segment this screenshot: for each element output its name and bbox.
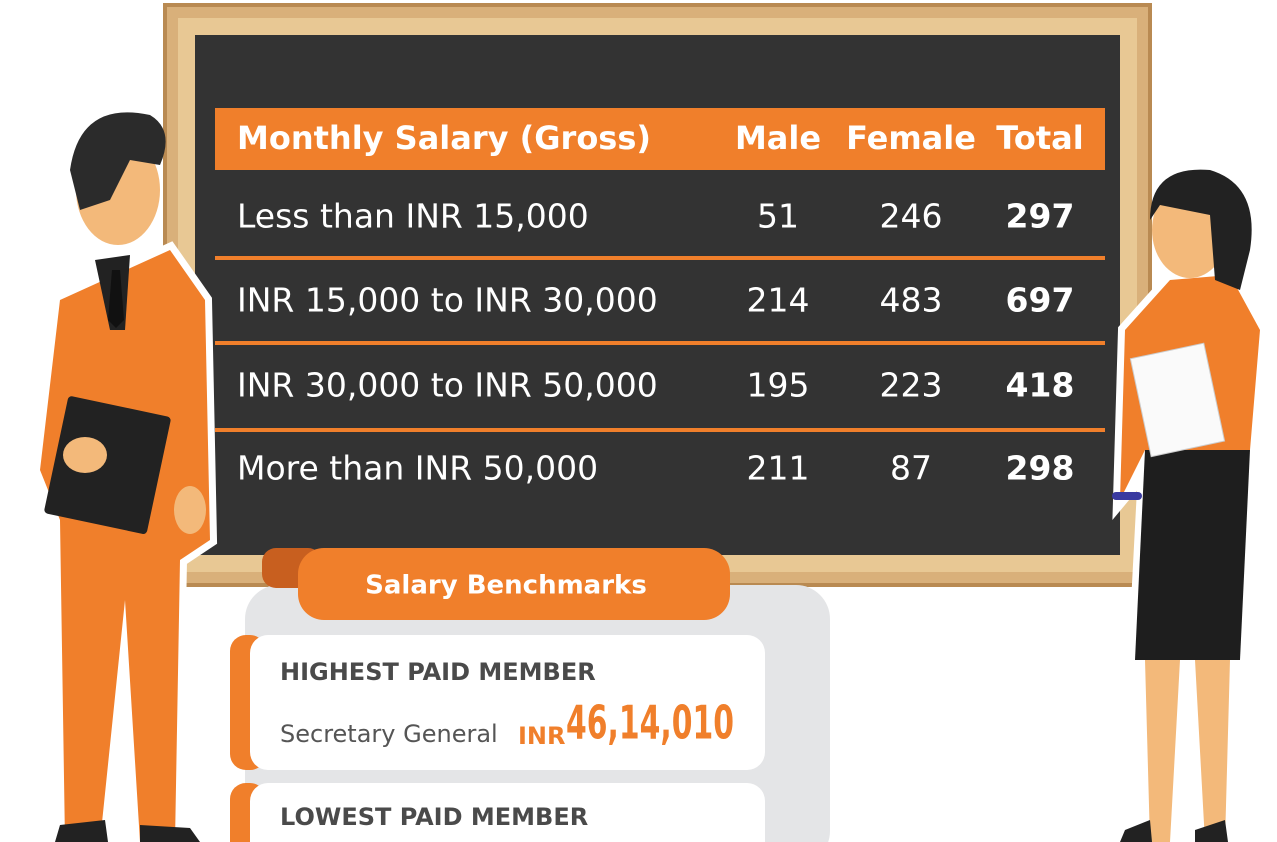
benchmark-label: HIGHEST PAID MEMBER bbox=[280, 658, 596, 686]
infographic: Salary Benchmarks HIGHEST PAID MEMBER Se… bbox=[0, 0, 1277, 842]
table-cell: 246 bbox=[880, 197, 943, 236]
table-cell: 223 bbox=[880, 366, 943, 405]
row-separator bbox=[215, 256, 1105, 260]
row-label: INR 30,000 to INR 50,000 bbox=[237, 366, 658, 405]
row-separator bbox=[215, 428, 1105, 432]
row-label: More than INR 50,000 bbox=[237, 449, 598, 488]
benchmark-label: LOWEST PAID MEMBER bbox=[280, 803, 588, 831]
table-cell: 697 bbox=[1006, 281, 1075, 320]
header-cell: Monthly Salary (Gross) bbox=[237, 119, 651, 157]
table-cell: 51 bbox=[757, 197, 799, 236]
table-cell: 214 bbox=[747, 281, 810, 320]
row-separator bbox=[215, 341, 1105, 345]
table-cell: 297 bbox=[1006, 197, 1075, 236]
benchmark-amount: 46,14,010 bbox=[566, 696, 734, 750]
benchmark-role: Secretary General bbox=[280, 720, 498, 748]
header-cell: Male bbox=[735, 119, 821, 157]
benchmark-title: Salary Benchmarks bbox=[365, 571, 647, 601]
table-cell: 483 bbox=[880, 281, 943, 320]
row-label: Less than INR 15,000 bbox=[237, 197, 589, 236]
page: Salary Benchmarks HIGHEST PAID MEMBER Se… bbox=[0, 0, 1277, 842]
header-cell: Total bbox=[996, 119, 1083, 157]
header-cell: Female bbox=[846, 119, 976, 157]
benchmark-currency: INR bbox=[518, 722, 566, 750]
row-label: INR 15,000 to INR 30,000 bbox=[237, 281, 658, 320]
table-cell: 211 bbox=[747, 449, 810, 488]
table-cell: 298 bbox=[1006, 449, 1075, 488]
table-cell: 418 bbox=[1006, 366, 1075, 405]
table-cell: 87 bbox=[890, 449, 932, 488]
table-cell: 195 bbox=[747, 366, 810, 405]
